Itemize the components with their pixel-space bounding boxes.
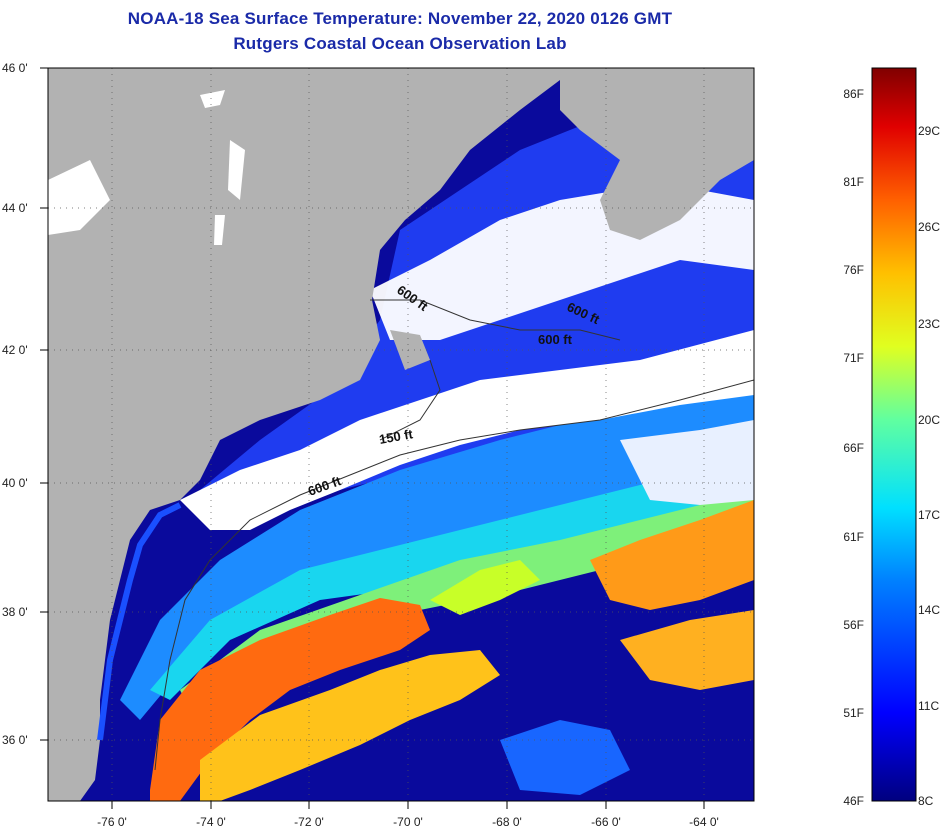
colorbar-f-label: 76F (843, 263, 864, 277)
colorbar-f-label: 51F (843, 706, 864, 720)
lat-label: 42 0' (2, 343, 28, 357)
colorbar-gradient (871, 67, 917, 802)
colorbar-c-label: 26C (918, 220, 940, 234)
colorbar-f-label: 86F (843, 87, 864, 101)
land-cloud-patch (214, 215, 225, 245)
colorbar-c-label: 29C (918, 124, 940, 138)
warm-patch-east (590, 500, 754, 610)
lon-label: -74 0' (196, 815, 226, 829)
land-cloud-patch (48, 160, 110, 235)
blue-patch-south (500, 720, 630, 795)
map-subtitle: Rutgers Coastal Ocean Observation Lab (233, 34, 567, 53)
lat-label: 38 0' (2, 605, 28, 619)
frontal-water (180, 495, 754, 710)
gulf-stream-core (150, 598, 430, 801)
map-frame (47, 67, 755, 802)
isobath-600ft (154, 379, 754, 771)
colorbar-f-label: 56F (843, 618, 864, 632)
colorbar-c-label: 23C (918, 317, 940, 331)
isobath-600ft-gulf-maine (370, 299, 621, 341)
lon-label: -72 0' (294, 815, 324, 829)
cloud-east (620, 420, 754, 505)
land-nova-scotia (560, 68, 754, 240)
colorbar-f-label: 81F (843, 175, 864, 189)
lat-lon-grid (48, 68, 754, 801)
cloud-band (180, 330, 754, 530)
lat-label: 40 0' (2, 476, 28, 490)
isobath-label: 600 ft (538, 332, 573, 347)
lat-label: 44 0' (2, 201, 28, 215)
colorbar-f-label: 71F (843, 351, 864, 365)
coastal-fringe (97, 502, 182, 741)
land-cape-cod (390, 330, 430, 370)
warm-eddy (200, 650, 500, 801)
lat-label: 36 0' (2, 733, 28, 747)
warm-filament (430, 560, 540, 615)
colorbar-c-label: 14C (918, 603, 940, 617)
colorbar-c-label: 20C (918, 413, 940, 427)
colorbar-f-label: 66F (843, 441, 864, 455)
lon-label: -70 0' (393, 815, 423, 829)
colorbar-c-label: 11C (918, 699, 939, 713)
colorbar-f-label: 46F (843, 794, 864, 808)
colorbar-f-label: 61F (843, 530, 864, 544)
lon-label: -76 0' (97, 815, 127, 829)
warm-patch-southeast (620, 610, 754, 690)
land-mainland (48, 68, 560, 801)
land-cloud-patch (200, 90, 225, 108)
lon-label: -64 0' (689, 815, 719, 829)
colorbar: 86F 81F 76F 71F 66F 61F 56F 51F 46F 29C … (843, 67, 940, 808)
lon-label: -68 0' (492, 815, 522, 829)
land-cloud-patch (228, 140, 245, 200)
map-title: NOAA-18 Sea Surface Temperature: Novembe… (127, 9, 673, 28)
map-panel (48, 68, 754, 801)
lat-label: 46 0' (2, 61, 28, 75)
colorbar-c-label: 17C (918, 508, 940, 522)
colorbar-c-label: 8C (918, 794, 934, 808)
isobath-label: 150 ft (378, 426, 415, 447)
axis-ticks (40, 67, 705, 809)
isobath-150ft (379, 359, 441, 441)
lon-label: -66 0' (591, 815, 621, 829)
